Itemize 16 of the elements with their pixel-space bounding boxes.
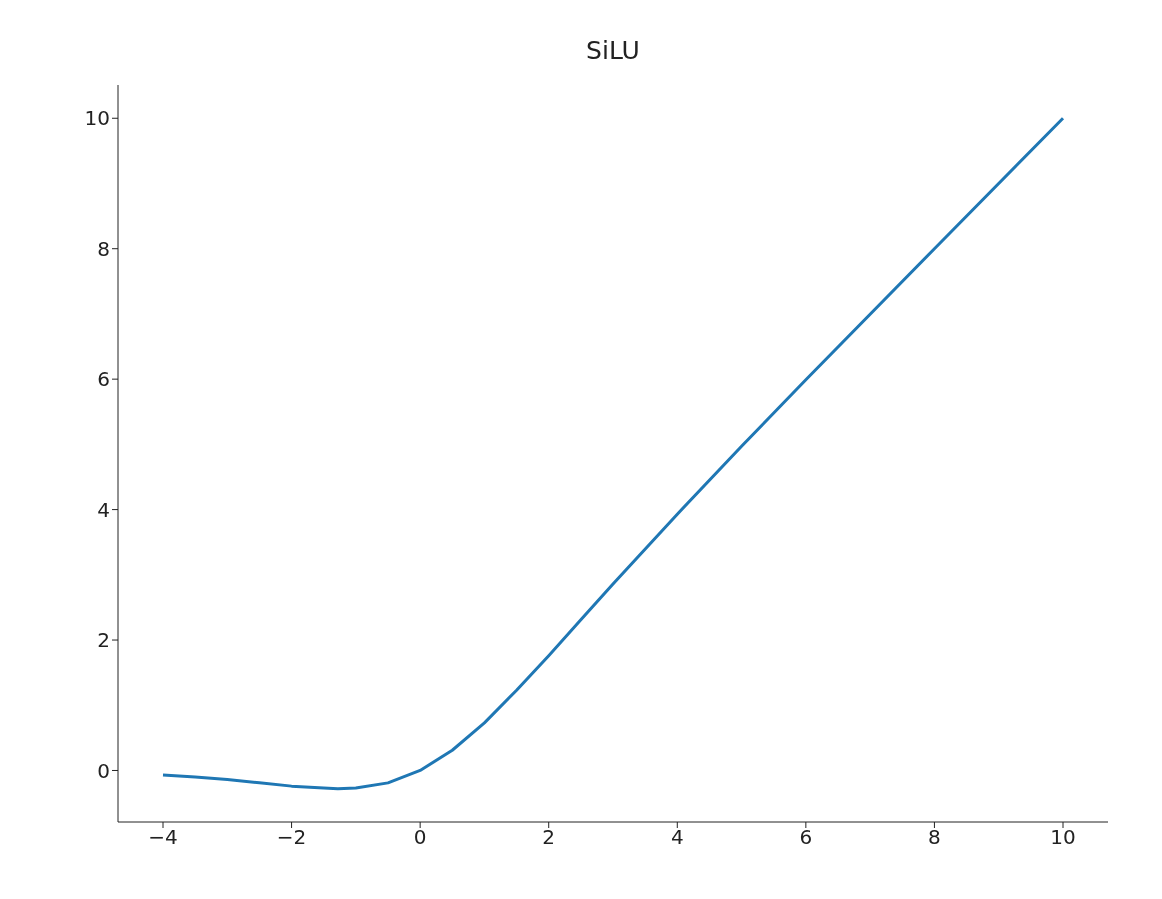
y-tick-label: 6 xyxy=(97,367,110,392)
x-tick-label: 4 xyxy=(670,825,684,850)
y-tick-label: 2 xyxy=(97,628,110,653)
chart-title: SiLU xyxy=(585,36,641,65)
y-tick-label: 4 xyxy=(97,497,110,522)
x-tick-label: 2 xyxy=(542,825,556,850)
y-tick-label: 0 xyxy=(97,758,110,783)
x-tick-label: 6 xyxy=(799,825,813,850)
y-tick-label: 10 xyxy=(84,106,110,131)
x-tick-label: 0 xyxy=(413,825,427,850)
line-series xyxy=(161,116,1065,791)
x-tick-label: 10 xyxy=(1050,825,1076,850)
y-tick-label: 8 xyxy=(97,236,110,261)
x-tick-label: −2 xyxy=(276,825,307,850)
x-tick-label: −4 xyxy=(148,825,178,850)
x-tick-label: 8 xyxy=(928,825,941,850)
